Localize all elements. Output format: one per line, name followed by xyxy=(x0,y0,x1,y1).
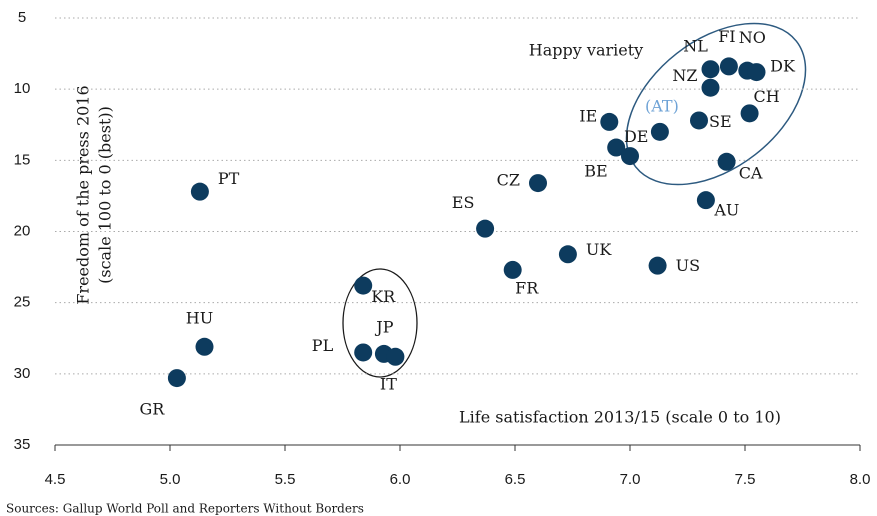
y-tick-label: 15 xyxy=(14,151,31,168)
point xyxy=(354,343,373,362)
highlight-ellipse xyxy=(625,22,807,186)
point xyxy=(167,369,186,388)
point-label: FR xyxy=(515,278,539,297)
point xyxy=(701,60,720,79)
y-tick-label: 25 xyxy=(14,294,31,311)
y-axis-label: Freedom of the press 2016 xyxy=(74,85,93,304)
point xyxy=(195,337,214,356)
x-tick-label: 7.5 xyxy=(735,471,756,488)
point-label: HU xyxy=(186,308,213,327)
point-label: NL xyxy=(683,37,708,56)
point xyxy=(621,147,639,166)
y-tick-label: 35 xyxy=(14,436,31,453)
y-axis-label: (scale 100 to 0 (best)) xyxy=(96,106,115,284)
point-label: UK xyxy=(586,240,612,259)
point xyxy=(740,104,759,123)
point-label: FI xyxy=(718,27,735,46)
x-tick-label: 7.0 xyxy=(620,471,641,488)
source: Sources: Gallup World Poll and Reporters… xyxy=(6,502,364,516)
x-tick-label: 5.0 xyxy=(160,471,181,488)
y-tick-label: 10 xyxy=(14,80,31,97)
y-tick-label: 5 xyxy=(18,9,26,26)
point-label: BE xyxy=(584,162,607,181)
point xyxy=(696,191,715,210)
x-tick-label: 6.5 xyxy=(505,471,526,488)
point xyxy=(747,63,766,82)
point xyxy=(719,57,738,76)
highlight-ellipse xyxy=(342,268,418,378)
point-label: CA xyxy=(739,163,763,182)
point xyxy=(717,152,736,171)
x-tick-label: 6.0 xyxy=(390,471,411,488)
point-label: DK xyxy=(770,57,796,76)
point xyxy=(529,174,547,193)
point-label: CZ xyxy=(497,171,520,190)
point-label: (AT) xyxy=(645,96,679,115)
point xyxy=(354,276,373,295)
point-label: KR xyxy=(371,287,396,306)
point-label: NO xyxy=(739,28,766,47)
x-tick-label: 5.5 xyxy=(275,471,296,488)
point xyxy=(607,138,626,157)
point-label: NZ xyxy=(672,66,697,85)
point xyxy=(701,78,720,97)
point-label: ES xyxy=(452,193,475,212)
annotation: Happy variety xyxy=(529,41,643,60)
point-label: IT xyxy=(380,374,397,393)
point xyxy=(650,122,669,141)
x-tick-label: 4.5 xyxy=(45,471,66,488)
point-label: SE xyxy=(709,112,732,131)
point xyxy=(386,347,405,366)
point-label: AU xyxy=(713,201,739,220)
point xyxy=(476,219,495,238)
point xyxy=(503,260,522,279)
point-label: PT xyxy=(218,169,240,188)
point-label: DE xyxy=(624,127,649,146)
point-label: US xyxy=(676,256,700,275)
y-tick-label: 20 xyxy=(14,222,31,239)
point-label: CH xyxy=(753,87,779,106)
y-tick-label: 30 xyxy=(14,365,31,382)
point-label: PL xyxy=(312,336,334,355)
point xyxy=(690,111,708,130)
point-label: JP xyxy=(374,317,393,336)
point xyxy=(600,112,619,131)
point-label: GR xyxy=(139,400,165,419)
point xyxy=(558,245,577,264)
x-axis-label: Life satisfaction 2013/15 (scale 0 to 10… xyxy=(459,408,781,427)
point-label: IE xyxy=(579,106,597,125)
point xyxy=(190,182,209,201)
point xyxy=(648,256,667,275)
x-tick-label: 8.0 xyxy=(850,471,871,488)
